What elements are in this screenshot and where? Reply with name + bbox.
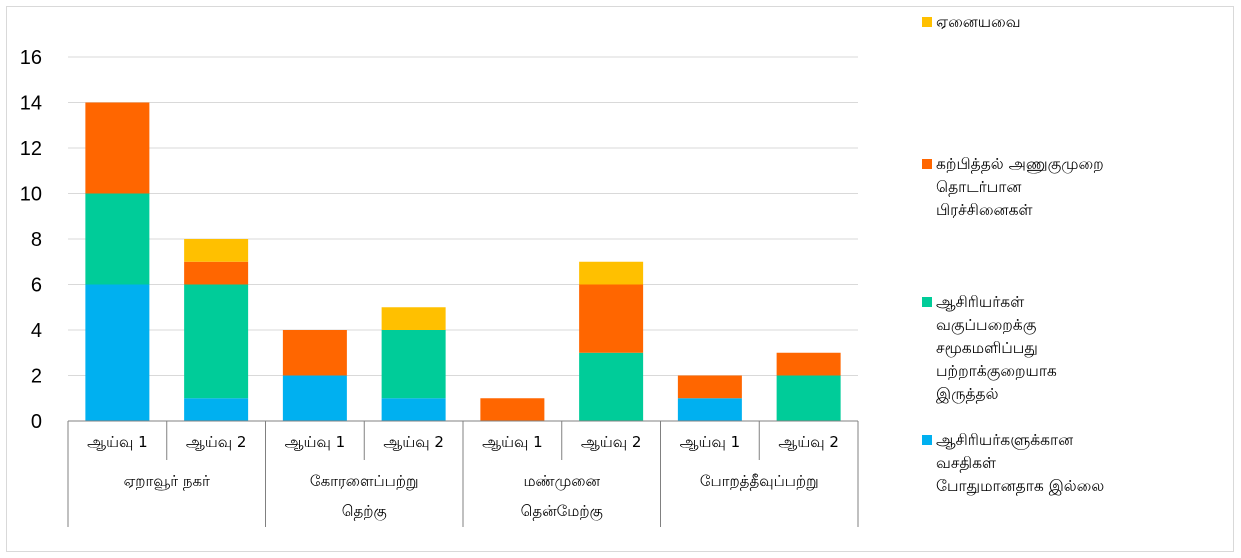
bar-segment	[184, 284, 249, 399]
x-group-label: மண்முனை தென்மேற்கு	[521, 472, 603, 521]
bar-segment	[282, 375, 347, 421]
bar-segment	[677, 398, 742, 421]
bar-segment	[381, 398, 446, 421]
bar-segment	[85, 102, 150, 194]
x-category-label: ஆய்வு 2	[581, 433, 642, 451]
legend-item-teacher-facilities: ஆசிரியர்களுக்கான வசதிகள் போதுமானதாக இல்ல…	[922, 429, 1212, 498]
legend-swatch	[922, 435, 932, 445]
x-group-label: ஏறாவூர் நகர்	[124, 472, 210, 490]
bar-segment	[776, 352, 841, 376]
x-category-label: ஆய்வு 2	[383, 433, 444, 451]
legend-label: ஏனையவை	[936, 13, 1021, 31]
bar-segment	[579, 352, 644, 421]
x-category-label: ஆய்வு 1	[482, 433, 543, 451]
legend: ஏனையவை கற்பித்தல் அணுகுமுறை தொடர்பான பிர…	[922, 0, 1222, 558]
legend-label: கற்பித்தல் அணுகுமுறை தொடர்பான பிரச்சினைக…	[936, 155, 1104, 219]
x-group-label: போறத்தீவுப்பற்று	[700, 472, 819, 490]
legend-swatch	[922, 17, 932, 27]
legend-item-others: ஏனையவை	[922, 11, 1212, 34]
chart-frame	[6, 6, 1234, 552]
bar-segment	[776, 375, 841, 421]
legend-item-teacher-attendance: ஆசிரியர்கள் வகுப்பறைக்கு சமூகமளிப்பது பற…	[922, 291, 1212, 406]
bar-segment	[381, 307, 446, 330]
x-category-label: ஆய்வு 1	[87, 433, 148, 451]
y-tick-label: 6	[31, 275, 42, 297]
y-tick-label: 4	[31, 320, 42, 342]
y-tick-label: 16	[20, 47, 42, 69]
y-tick-label: 0	[31, 411, 42, 433]
y-tick-label: 2	[31, 366, 42, 388]
bar-segment	[579, 284, 644, 353]
bar-segment	[85, 193, 150, 285]
bar-segment	[579, 261, 644, 285]
x-category-label: ஆய்வு 1	[285, 433, 346, 451]
y-tick-label: 12	[20, 138, 42, 160]
bar-segment	[184, 261, 249, 285]
legend-label: ஆசிரியர்கள் வகுப்பறைக்கு சமூகமளிப்பது பற…	[936, 293, 1057, 403]
x-category-label: ஆய்வு 2	[186, 433, 247, 451]
bar-segment	[282, 330, 347, 376]
y-tick-label: 10	[20, 184, 42, 206]
legend-swatch	[922, 297, 932, 307]
x-category-label: ஆய்வு 1	[680, 433, 741, 451]
x-axis: ஆய்வு 1 ஆய்வு 2 ஆய்வு 1 ஆய்வு 2 ஆய்வு 1 ஆய்வு…	[67, 420, 859, 527]
bar-segment	[480, 398, 545, 421]
bar-segment	[677, 375, 742, 399]
y-tick-label: 14	[20, 93, 42, 115]
bar-segment	[85, 284, 150, 421]
bar-segment	[381, 330, 446, 399]
x-group-label: கோரளைப்பற்று தெற்கு	[310, 472, 419, 521]
legend-item-teaching-approach: கற்பித்தல் அணுகுமுறை தொடர்பான பிரச்சினைக…	[922, 153, 1212, 222]
x-category-label: ஆய்வு 2	[778, 433, 839, 451]
legend-swatch	[922, 159, 932, 169]
bar-segment	[184, 239, 249, 262]
bars	[85, 102, 841, 421]
bar-segment	[184, 398, 249, 421]
legend-label: ஆசிரியர்களுக்கான வசதிகள் போதுமானதாக இல்ல…	[936, 431, 1105, 495]
y-axis: 0 2 4 6 8 10 12 14 16	[20, 47, 42, 433]
y-tick-label: 8	[31, 229, 42, 251]
